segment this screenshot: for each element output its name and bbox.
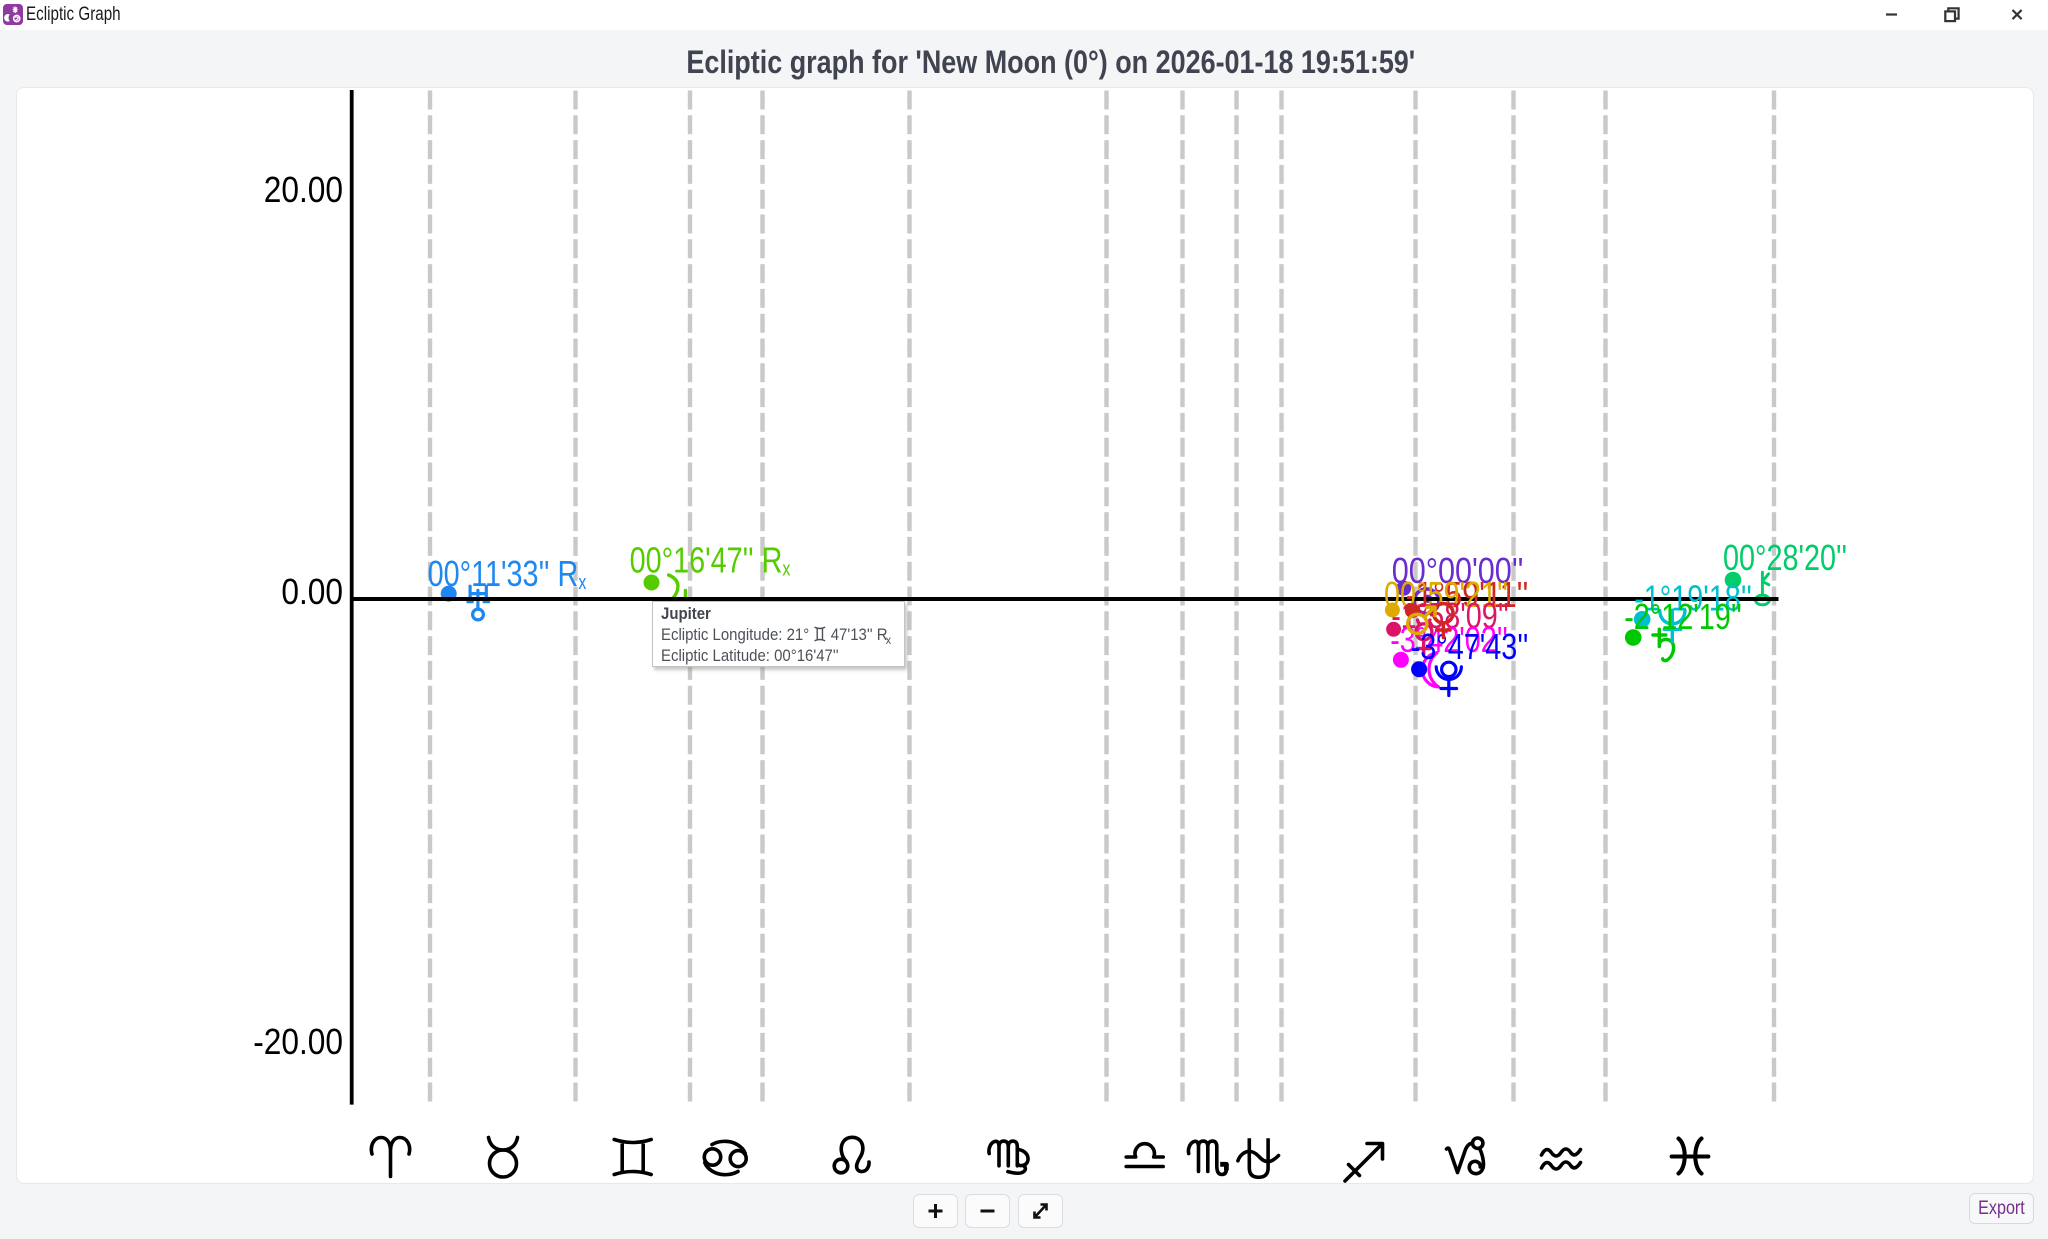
svg-text:00°11'33'' Rx: 00°11'33'' Rx <box>428 553 587 594</box>
svg-text:00°16'47'' Rx: 00°16'47'' Rx <box>630 539 791 580</box>
svg-text:-1°59'11'': -1°59'11'' <box>1406 576 1529 616</box>
svg-text:-3°42'02'': -3°42'02'' <box>1390 619 1508 660</box>
svg-text:-2°12'19'': -2°12'19'' <box>1624 596 1742 637</box>
svg-text:-3°47'43'': -3°47'43'' <box>1411 626 1529 667</box>
svg-text:00°28'20'': 00°28'20'' <box>1723 537 1847 578</box>
svg-text:20.00: 20.00 <box>264 170 343 210</box>
svg-text:-20.00: -20.00 <box>253 1022 343 1062</box>
svg-text:00°00'00'': 00°00'00'' <box>1392 552 1524 592</box>
svg-text:00°59'21'': 00°59'21'' <box>1384 574 1508 615</box>
svg-text:-1°19'18'': -1°19'18'' <box>1634 577 1752 618</box>
svg-text:0.00: 0.00 <box>281 572 343 612</box>
